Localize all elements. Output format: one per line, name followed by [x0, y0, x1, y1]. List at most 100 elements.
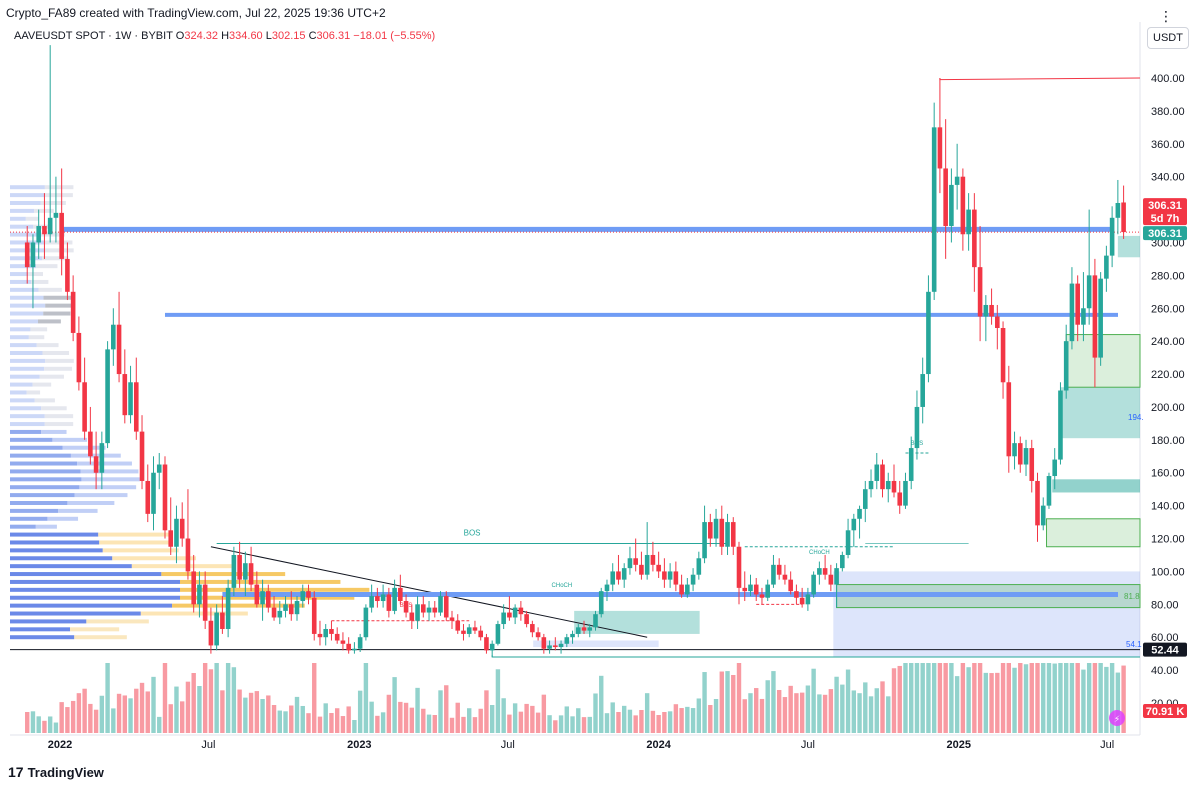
currency-button[interactable]: USDT [1147, 27, 1189, 49]
symbol-name[interactable]: AAVEUSDT SPOT · 1W · BYBIT [14, 30, 173, 42]
volume-bar [547, 715, 552, 733]
volume-profile-bar-buy [10, 232, 41, 237]
candle-body [323, 628, 329, 638]
candle-body [972, 209, 977, 268]
fvg-2023 [533, 640, 659, 648]
candle-body [748, 584, 753, 592]
candle [903, 472, 908, 509]
candle [656, 551, 661, 578]
volume-profile-bar-sell [70, 627, 120, 632]
candle-body [771, 564, 776, 585]
volume-bar [633, 715, 638, 733]
candle-body [363, 607, 369, 638]
candle-body [834, 568, 839, 585]
volume-bar [495, 669, 501, 733]
candle [972, 193, 977, 292]
candle [868, 469, 874, 498]
candle-body [708, 522, 713, 539]
last-price-tag-text: 306.31 [1148, 200, 1182, 212]
order-block-teal-2023 [574, 610, 700, 634]
volume-bar [151, 676, 156, 733]
candle-body [311, 597, 317, 634]
candle-body [65, 258, 70, 292]
candle-body [225, 587, 231, 629]
volume-profile-bar-sell [28, 335, 45, 340]
candle-body [294, 601, 300, 615]
x-tick-label: Jul [501, 739, 515, 751]
legend-low-label: L [265, 30, 272, 42]
candle-body [208, 620, 214, 646]
candle-body [799, 597, 805, 605]
candle [59, 168, 64, 276]
volume-profile-bar-sell [45, 303, 74, 308]
volume-bar [524, 703, 529, 733]
volume-bar [214, 663, 219, 733]
candle [885, 472, 891, 503]
volume-bar [208, 669, 214, 733]
volume-bar [478, 708, 483, 733]
volume-bar [1115, 672, 1121, 733]
volume-bar [736, 663, 742, 733]
volume-bar [891, 668, 897, 733]
candle [530, 620, 535, 638]
volume-bar [334, 708, 340, 733]
volume-bar [903, 663, 908, 733]
volume-bar [421, 708, 426, 733]
candle [834, 563, 839, 608]
order-block-green-2 [1046, 518, 1141, 548]
candle-body [288, 604, 294, 615]
candle-body [1104, 255, 1109, 279]
volume-bar [1109, 663, 1115, 733]
candle [168, 497, 174, 555]
candle-body [627, 558, 633, 569]
volume-bar [897, 665, 902, 733]
candle-body [1086, 275, 1092, 309]
volume-bar [931, 663, 937, 733]
volume-bar [673, 704, 679, 733]
candle [243, 551, 248, 597]
volume-bar [719, 671, 724, 733]
volume-profile-bar-sell [26, 390, 41, 395]
volume-bar [541, 694, 547, 733]
legend-close: 306.31 [316, 30, 351, 42]
candle [840, 551, 845, 572]
candle-body [168, 530, 174, 547]
volume-bar [593, 693, 598, 733]
candle [220, 596, 225, 634]
candle [685, 578, 690, 598]
candle-body [650, 554, 656, 565]
candle [260, 579, 265, 621]
candle [162, 456, 168, 539]
candle [1069, 267, 1075, 350]
candle-body [553, 645, 558, 648]
volume-bar [920, 663, 925, 733]
candle [1052, 448, 1058, 490]
volume-profile-bar-sell [161, 572, 286, 577]
candle-body [495, 624, 501, 644]
candle-body [197, 584, 202, 605]
volume-bar [1081, 669, 1086, 733]
volume-bar [145, 691, 150, 733]
candle [995, 304, 1000, 350]
candle-body [662, 571, 667, 580]
candle [667, 563, 673, 588]
candle [122, 349, 128, 424]
candle-body [122, 374, 128, 416]
candle [1109, 206, 1115, 268]
candle-body [908, 448, 914, 481]
candle [983, 295, 989, 342]
volume-bar [610, 702, 615, 733]
volume-bar [25, 712, 30, 733]
volume-bar [53, 722, 59, 733]
candle [42, 193, 47, 259]
more-options-icon[interactable]: ⋮ [1159, 8, 1173, 24]
candle [139, 415, 145, 490]
candle [99, 431, 105, 490]
candle-body [455, 620, 461, 631]
candle-body [897, 492, 903, 506]
volume-bar [679, 708, 684, 733]
candle [24, 226, 30, 284]
volume-bar [880, 681, 885, 733]
candle-body [174, 518, 179, 547]
